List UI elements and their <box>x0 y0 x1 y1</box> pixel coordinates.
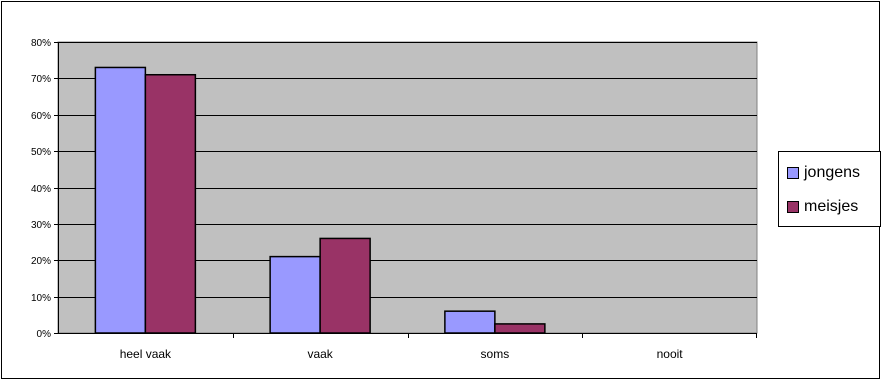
legend-item-jongens: jongens <box>787 164 860 182</box>
x-tick-label-soms: soms <box>481 347 510 361</box>
legend-swatch-meisjes <box>787 201 799 213</box>
legend-label-meisjes: meisjes <box>804 198 859 215</box>
legend: jongens meisjes <box>778 151 881 227</box>
bar-jongens-vaak <box>269 255 321 334</box>
x-tick-label-nooit: nooit <box>657 347 684 361</box>
bar-meisjes-heel-vaak <box>144 73 197 334</box>
y-tick-label-2: 20% <box>31 256 51 267</box>
y-tick-label-7: 70% <box>31 74 51 85</box>
bar-jongens-heel-vaak <box>94 66 147 334</box>
x-tick-label-vaak: vaak <box>307 347 333 361</box>
x-tick-label-heel-vaak: heel vaak <box>120 347 172 361</box>
legend-item-meisjes: meisjes <box>787 198 858 216</box>
y-tick-label-8: 80% <box>31 38 51 49</box>
bar-meisjes-soms <box>494 323 546 334</box>
y-tick-label-4: 40% <box>31 184 51 195</box>
bar-meisjes-vaak <box>319 237 371 334</box>
bar-jongens-soms <box>444 310 496 334</box>
y-tick-label-6: 60% <box>31 111 51 122</box>
y-tick-label-5: 50% <box>31 147 51 158</box>
legend-label-jongens: jongens <box>804 164 861 181</box>
y-tick-label-3: 30% <box>31 220 51 231</box>
y-tick-label-0: 0% <box>37 329 52 340</box>
y-tick-label-1: 10% <box>31 293 51 304</box>
legend-swatch-jongens <box>787 167 799 179</box>
